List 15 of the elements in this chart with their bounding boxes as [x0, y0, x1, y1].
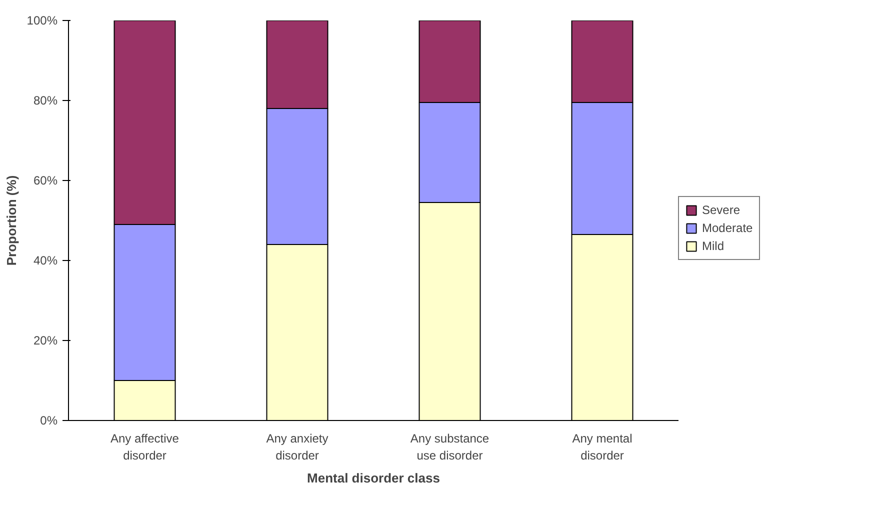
x-tick-label: Any mental disorder — [572, 432, 632, 462]
x-axis-title: Mental disorder class — [307, 470, 440, 486]
y-tick-label: 0% — [40, 414, 58, 428]
y-tick-label: 20% — [33, 334, 58, 348]
legend-label: Severe — [702, 203, 740, 217]
y-tick-label: 40% — [33, 254, 58, 268]
legend-label: Mild — [702, 239, 724, 253]
x-tick-label: Any substance use disorder — [410, 432, 490, 462]
y-tick-label: 100% — [26, 14, 58, 28]
legend-label: Moderate — [702, 221, 753, 235]
x-tick-label: Any affective disorder — [110, 432, 180, 462]
y-tick-label: 80% — [33, 94, 58, 108]
y-axis-title: Proportion (%) — [4, 175, 19, 266]
y-tick-label: 60% — [33, 174, 58, 188]
x-tick-label: Any anxiety disorder — [266, 432, 328, 462]
